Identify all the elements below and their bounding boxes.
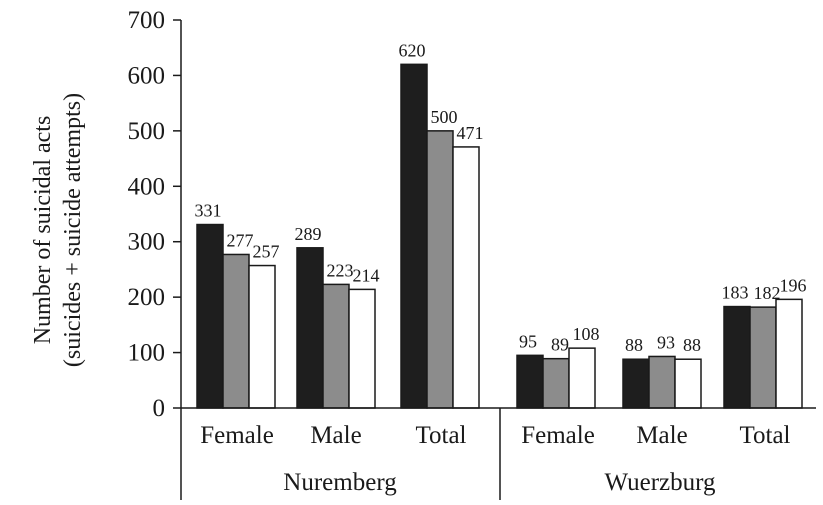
bar-wuerzburg-total-3 bbox=[775, 298, 803, 409]
bar-wuerzburg-female-3 bbox=[568, 347, 596, 409]
bars-layer bbox=[196, 63, 803, 409]
data-label: 196 bbox=[780, 275, 807, 295]
category-label: Female bbox=[521, 422, 595, 449]
category-label: Total bbox=[415, 422, 466, 449]
data-label: 183 bbox=[722, 283, 749, 303]
bar-nuremberg-male-1 bbox=[296, 247, 324, 409]
x-axis: Female Male Total Nuremberg Female Male Total W… bbox=[180, 407, 816, 500]
bar-nuremberg-total-1 bbox=[400, 63, 428, 409]
data-label: 331 bbox=[195, 201, 222, 221]
data-label: 89 bbox=[551, 335, 569, 355]
category-label: Male bbox=[310, 422, 361, 449]
data-label: 88 bbox=[683, 335, 701, 355]
data-label: 289 bbox=[295, 224, 322, 244]
y-tick-label: 300 bbox=[128, 229, 166, 256]
y-tick-label: 0 bbox=[153, 395, 166, 422]
data-label: 95 bbox=[519, 331, 537, 351]
data-label: 182 bbox=[754, 283, 781, 303]
group-label: Wuerzburg bbox=[605, 469, 716, 496]
bar-wuerzburg-male-1 bbox=[622, 358, 650, 409]
data-label: 471 bbox=[457, 123, 484, 143]
bar-nuremberg-female-3 bbox=[248, 264, 276, 409]
y-tick-label: 500 bbox=[128, 118, 166, 145]
y-tick-label: 400 bbox=[128, 173, 166, 200]
data-label: 500 bbox=[431, 107, 458, 127]
data-label: 214 bbox=[353, 265, 380, 285]
data-label: 620 bbox=[399, 40, 426, 60]
bar-wuerzburg-female-2 bbox=[542, 357, 570, 409]
category-label: Male bbox=[636, 422, 687, 449]
bar-nuremberg-female-2 bbox=[222, 253, 250, 409]
y-tick-label: 700 bbox=[128, 7, 166, 34]
data-label: 257 bbox=[253, 242, 280, 262]
bar-nuremberg-female-1 bbox=[196, 223, 224, 409]
bar-nuremberg-male-2 bbox=[322, 283, 350, 409]
y-axis-title-line2: (suicides + suicide attempts) bbox=[60, 93, 86, 367]
data-label: 88 bbox=[625, 335, 643, 355]
bar-nuremberg-total-3 bbox=[452, 146, 480, 409]
bar-nuremberg-male-3 bbox=[348, 288, 376, 409]
data-label: 277 bbox=[227, 230, 254, 250]
y-axis: 0 100 200 300 400 500 600 700 bbox=[128, 7, 182, 422]
y-axis-title: Number of suicidal acts (suicides + suic… bbox=[30, 93, 86, 367]
group-label: Nuremberg bbox=[283, 469, 397, 496]
data-label: 108 bbox=[573, 324, 600, 344]
bar-wuerzburg-total-1 bbox=[723, 305, 751, 409]
data-label: 223 bbox=[327, 260, 354, 280]
bar-wuerzburg-total-2 bbox=[749, 306, 777, 409]
y-tick-label: 200 bbox=[128, 284, 166, 311]
category-label: Total bbox=[739, 422, 790, 449]
bar-wuerzburg-male-3 bbox=[674, 358, 702, 409]
bar-wuerzburg-male-2 bbox=[648, 355, 676, 409]
category-label: Female bbox=[200, 422, 274, 449]
y-tick-label: 600 bbox=[128, 62, 166, 89]
bar-wuerzburg-female-1 bbox=[516, 354, 544, 409]
y-axis-title-line1: Number of suicidal acts bbox=[30, 116, 56, 345]
bar-nuremberg-total-2 bbox=[426, 130, 454, 409]
data-label: 93 bbox=[657, 332, 675, 352]
y-tick-label: 100 bbox=[128, 340, 166, 367]
